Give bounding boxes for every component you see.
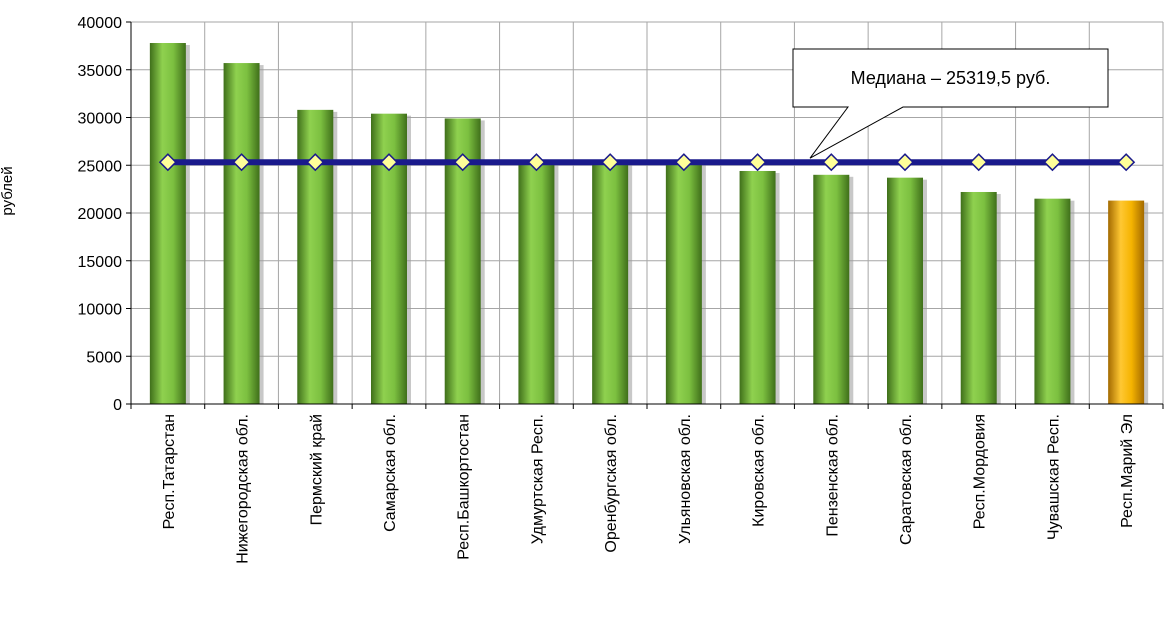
x-tick-label: Респ.Марий Эл: [1119, 414, 1136, 528]
x-tick-label: Респ.Мордовия: [972, 414, 989, 529]
bar: [592, 162, 629, 404]
y-tick-label: 0: [113, 397, 122, 414]
bar: [887, 177, 923, 404]
y-tick-label: 40000: [78, 15, 123, 32]
axes: [126, 21, 1164, 409]
bar: [223, 63, 260, 404]
callout-box: [792, 48, 1109, 159]
bar: [813, 174, 850, 404]
bar: [665, 162, 702, 404]
median-marker: [895, 153, 915, 172]
x-tick-label: Респ.Башкортостан: [456, 414, 473, 560]
median-marker: [601, 153, 620, 172]
median-marker: [232, 153, 251, 172]
y-tick-label: 10000: [78, 302, 123, 319]
median-marker: [453, 153, 472, 172]
y-tick-label: 35000: [78, 63, 123, 80]
median-callout: Медиана – 25319,5 руб.: [792, 48, 1109, 159]
bar: [1108, 200, 1145, 404]
y-tick-label: 25000: [78, 158, 123, 175]
x-tick-label: Чувашская Респ.: [1045, 414, 1062, 540]
y-tick-labels: 0 5000 10000 15000 20000 25000 30000 35000 40000: [78, 15, 123, 414]
median-marker: [822, 153, 841, 172]
median-marker: [674, 153, 693, 172]
x-tick-label: Оренбургская обл.: [603, 414, 620, 553]
y-tick-label: 15000: [78, 254, 123, 271]
x-tick-label: Ульяновская обл.: [677, 414, 694, 544]
x-tick-label: Удмуртская Респ.: [529, 414, 546, 544]
bar: [518, 161, 555, 404]
median-line: [158, 153, 1136, 172]
y-tick-label: 5000: [86, 349, 122, 366]
y-tick-label: 20000: [78, 206, 123, 223]
x-tick-label: Кировская обл.: [751, 414, 768, 527]
x-tick-label: Респ.Татарстан: [161, 414, 178, 529]
bars: [149, 43, 1149, 405]
median-marker: [1043, 153, 1062, 172]
y-tick-label: 30000: [78, 111, 123, 128]
x-tick-label: Самарская обл.: [382, 414, 399, 532]
median-marker: [379, 153, 399, 172]
median-marker: [969, 153, 988, 172]
x-tick-label: Саратовская обл.: [898, 414, 915, 545]
bar: [1034, 198, 1071, 404]
median-marker: [306, 153, 325, 172]
y-axis-label: рублей: [0, 166, 16, 215]
median-marker: [527, 153, 546, 172]
x-tick-labels: Респ.Татарстан Нижегородская обл. Пермский…: [161, 414, 1136, 564]
callout-text: Медиана – 25319,5 руб.: [851, 68, 1051, 88]
x-tick-label: Пензенская обл.: [824, 414, 841, 537]
x-tick-label: Пермский край: [308, 414, 325, 525]
bar: [960, 191, 997, 404]
x-tick-label: Нижегородская обл.: [235, 414, 252, 564]
median-marker: [1117, 153, 1136, 172]
median-marker: [158, 153, 177, 172]
median-marker: [748, 153, 767, 172]
bar: [149, 43, 186, 404]
bar: [739, 170, 776, 404]
